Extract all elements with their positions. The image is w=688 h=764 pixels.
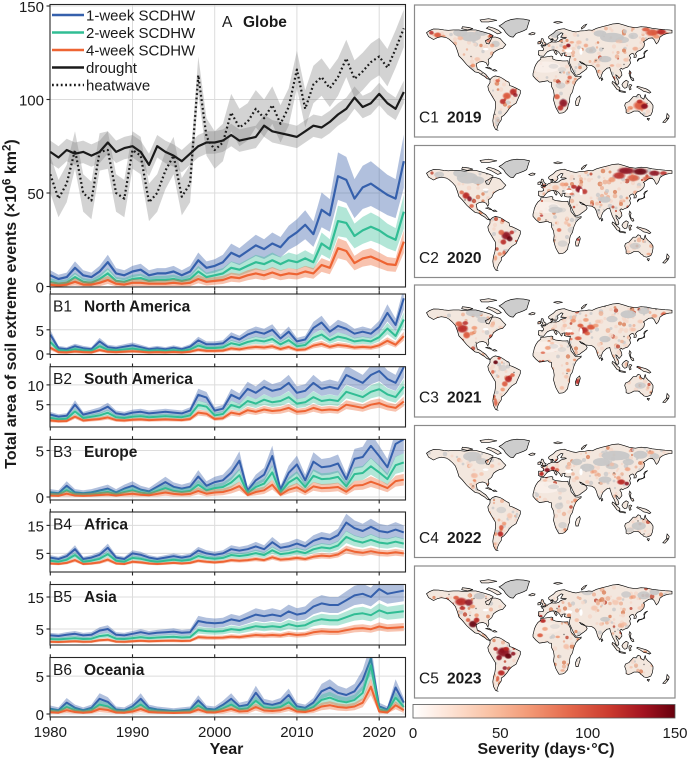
svg-text:150: 150 — [662, 725, 687, 742]
svg-text:1-week SCDHW: 1-week SCDHW — [86, 8, 196, 25]
svg-text:C1: C1 — [419, 110, 439, 127]
svg-text:5: 5 — [36, 669, 44, 686]
svg-text:Oceania: Oceania — [84, 662, 145, 679]
svg-text:5: 5 — [36, 444, 44, 461]
svg-text:Year: Year — [210, 741, 244, 758]
svg-text:50: 50 — [492, 725, 509, 742]
svg-text:150: 150 — [19, 0, 44, 16]
svg-text:5: 5 — [36, 622, 44, 639]
svg-text:Globe: Globe — [243, 14, 287, 31]
svg-text:15: 15 — [27, 590, 44, 607]
svg-text:2019: 2019 — [447, 110, 482, 127]
svg-text:0: 0 — [409, 725, 417, 742]
svg-text:2022: 2022 — [447, 530, 481, 547]
svg-text:2021: 2021 — [447, 390, 482, 407]
svg-text:100: 100 — [575, 725, 600, 742]
svg-text:1980: 1980 — [34, 724, 67, 741]
svg-text:B6: B6 — [53, 662, 72, 679]
svg-text:C4: C4 — [419, 530, 439, 547]
svg-text:0: 0 — [36, 490, 44, 507]
svg-text:Total area of soil extreme eve: Total area of soil extreme events (×106 … — [2, 139, 21, 469]
svg-text:5: 5 — [36, 323, 44, 340]
svg-text:0: 0 — [36, 347, 44, 364]
svg-text:B5: B5 — [53, 589, 72, 606]
svg-text:2020: 2020 — [363, 724, 396, 741]
svg-text:50: 50 — [27, 186, 44, 203]
svg-text:0: 0 — [36, 707, 44, 724]
svg-text:South America: South America — [84, 371, 193, 388]
svg-text:2000: 2000 — [198, 724, 231, 741]
svg-text:10: 10 — [27, 378, 44, 395]
svg-text:C5: C5 — [419, 671, 439, 688]
svg-text:C3: C3 — [419, 390, 439, 407]
svg-text:1990: 1990 — [116, 724, 149, 741]
svg-text:2-week SCDHW: 2-week SCDHW — [86, 25, 196, 42]
svg-text:2010: 2010 — [280, 724, 313, 741]
svg-text:Africa: Africa — [84, 517, 128, 534]
svg-text:5: 5 — [36, 546, 44, 563]
svg-text:15: 15 — [27, 518, 44, 535]
svg-text:2020: 2020 — [447, 250, 481, 267]
svg-text:B1: B1 — [53, 299, 72, 316]
svg-text:B4: B4 — [53, 517, 72, 534]
svg-text:Europe: Europe — [84, 444, 138, 461]
svg-text:Asia: Asia — [84, 589, 117, 606]
svg-text:drought: drought — [86, 60, 138, 77]
svg-text:B3: B3 — [53, 444, 72, 461]
svg-text:B2: B2 — [53, 371, 72, 388]
svg-text:0: 0 — [36, 280, 44, 297]
svg-text:C2: C2 — [419, 250, 439, 267]
svg-text:2023: 2023 — [447, 671, 482, 688]
svg-text:4-week SCDHW: 4-week SCDHW — [86, 43, 196, 60]
svg-text:5: 5 — [36, 398, 44, 415]
svg-text:A: A — [222, 14, 233, 31]
svg-text:heatwave: heatwave — [86, 78, 150, 95]
svg-text:100: 100 — [19, 93, 44, 110]
svg-text:North America: North America — [84, 299, 191, 316]
svg-text:Severity (days·°C): Severity (days·°C) — [477, 741, 614, 758]
